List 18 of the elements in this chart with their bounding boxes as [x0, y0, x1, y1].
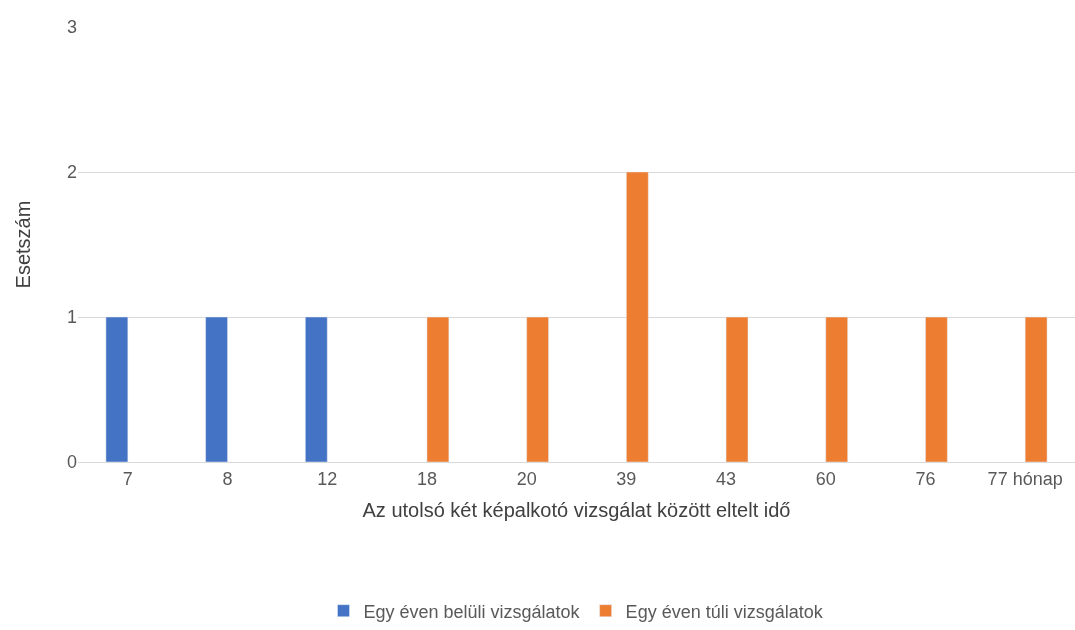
x-tick-label: 18: [416, 468, 437, 489]
x-axis-title: Az utolsó két képalkotó vizsgálat között eltelt idő: [362, 499, 791, 522]
y-axis-title: Esetszám: [12, 200, 35, 289]
x-tick-label: 39: [616, 468, 637, 489]
legend-label: Egy éven túli vizsgálatok: [625, 601, 824, 622]
x-tick-label: 12: [317, 468, 338, 489]
y-tick-label: 3: [66, 17, 77, 38]
x-tick-label: 76: [915, 468, 936, 489]
y-tick-label: 1: [66, 307, 77, 328]
x-tick-label: 77 hónap: [987, 468, 1063, 489]
y-tick-label: 0: [66, 452, 77, 473]
x-tick-label: 60: [815, 468, 836, 489]
x-tick-label: 20: [516, 468, 537, 489]
x-tick-label: 7: [122, 468, 133, 489]
x-tick-label: 8: [222, 468, 233, 489]
x-tick-label: 43: [716, 468, 737, 489]
y-tick-label: 2: [66, 162, 77, 183]
legend-label: Egy éven belüli vizsgálatok: [363, 601, 581, 622]
